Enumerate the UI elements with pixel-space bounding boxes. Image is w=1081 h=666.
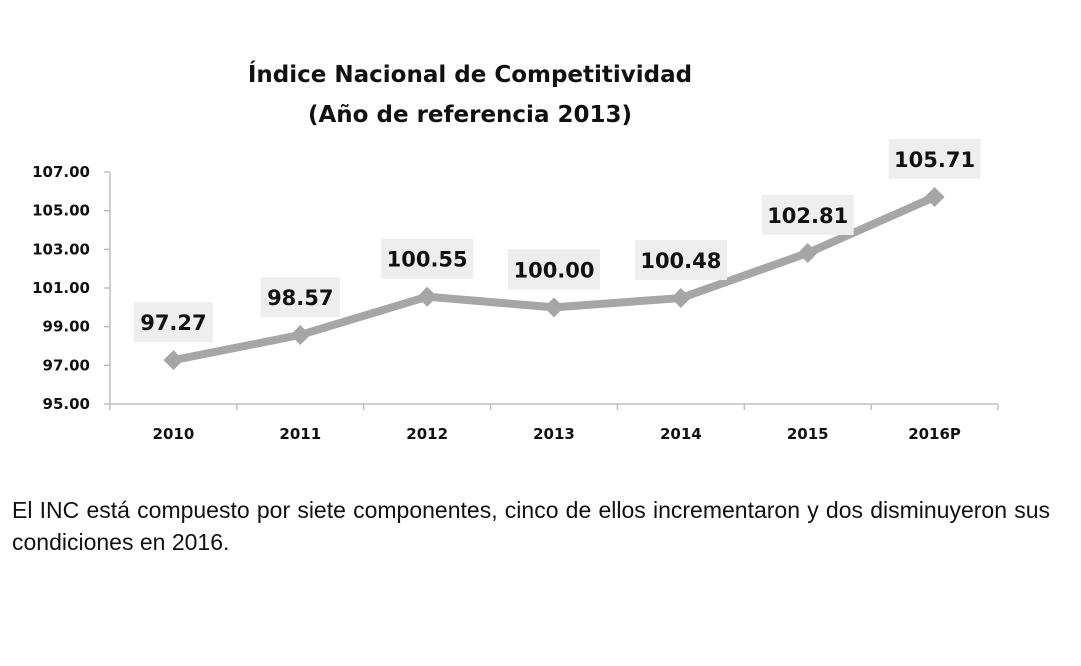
data-point-marker [290, 324, 311, 345]
data-label: 98.57 [267, 286, 333, 310]
x-tick-label: 2014 [660, 425, 702, 443]
x-tick-label: 2016P [908, 425, 961, 443]
data-label: 105.71 [894, 148, 975, 172]
x-tick-label: 2013 [533, 425, 575, 443]
x-tick-label: 2012 [406, 425, 448, 443]
data-label: 100.55 [387, 248, 468, 272]
x-tick-label: 2011 [279, 425, 321, 443]
data-label-background [888, 138, 981, 179]
data-label-background [508, 249, 600, 290]
data-label: 97.27 [140, 311, 206, 335]
y-tick-label: 97.00 [43, 356, 90, 374]
description-paragraph: El INC está compuesto por siete componen… [12, 497, 1050, 555]
data-label-background [634, 240, 727, 281]
data-label: 100.48 [640, 249, 721, 273]
x-tick-label: 2015 [787, 425, 829, 443]
data-point-marker [544, 297, 564, 318]
y-tick-label: 95.00 [43, 395, 90, 413]
data-label-background [381, 238, 474, 279]
data-point-marker [670, 288, 691, 309]
data-label-background [133, 302, 213, 343]
y-tick-label: 101.00 [32, 279, 90, 297]
data-point-marker [797, 243, 818, 264]
y-tick-label: 103.00 [32, 240, 90, 258]
y-tick-label: 107.00 [32, 163, 90, 181]
chart-title: Índice Nacional de Competitividad [248, 60, 692, 88]
data-point-marker [417, 286, 438, 307]
y-tick-label: 105.00 [32, 202, 90, 220]
data-point-marker [163, 350, 184, 371]
chart-subtitle: (Año de referencia 2013) [308, 102, 632, 128]
data-label: 100.00 [513, 258, 594, 282]
data-label-background [761, 195, 854, 236]
data-label-background [260, 276, 340, 317]
x-tick-label: 2010 [153, 425, 195, 443]
line-chart: Índice Nacional de Competitividad (Año d… [32, 60, 999, 443]
y-tick-label: 99.00 [43, 318, 90, 336]
data-point-marker [924, 186, 945, 207]
data-label: 102.81 [767, 204, 848, 228]
